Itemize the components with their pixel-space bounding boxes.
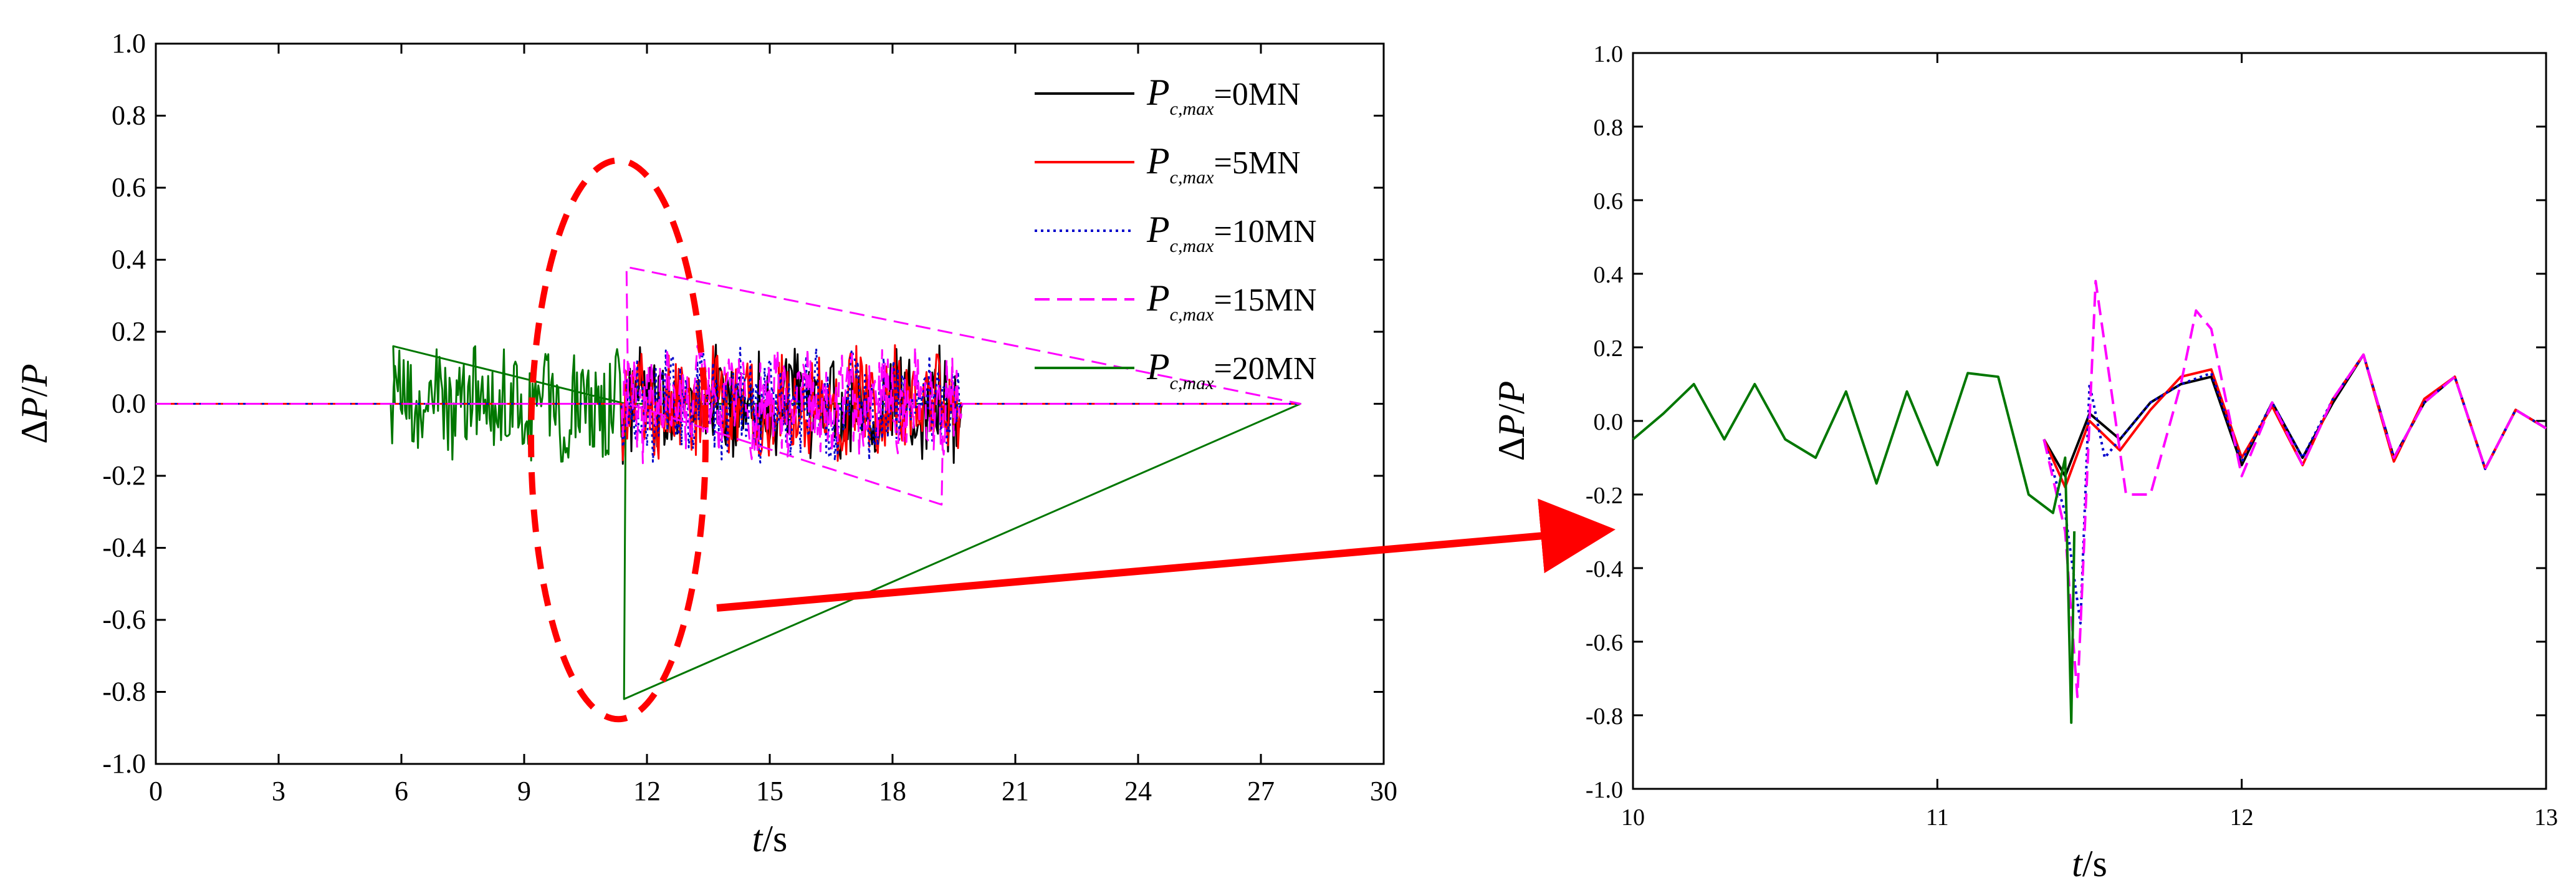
right-ytick-label: -0.4 [1586,556,1623,582]
left-ytick-label: 0.0 [112,389,146,419]
right-ytick-label: 0.0 [1594,409,1624,435]
left-ytick-label: 1.0 [112,28,146,59]
left-xtick-label: 30 [1370,776,1397,806]
right-x-axis-title: t/s [2072,843,2107,884]
right-ytick-label: 0.8 [1594,115,1624,141]
left-ytick-label: -0.8 [102,677,146,707]
legend-entry: Pc,max=20MN [1146,346,1317,393]
highlight-ellipse [528,157,709,723]
right-series-line [1632,372,2076,724]
right-ytick-label: 0.6 [1594,188,1624,215]
left-ytick-label: 0.4 [112,244,146,275]
left-xtick-label: 18 [879,776,906,806]
left-y-axis-title: ΔP/P [14,364,55,444]
right-series-line [2042,353,2547,478]
left-ytick-label: -0.6 [102,604,146,635]
right-xtick-label: 13 [2534,804,2558,831]
left-ytick-label: 0.8 [112,100,146,131]
left-plot: 1.0 0.8 0.6 0.4 0.2 0.0 -0.2 -0.4 -0.6 -0.8 -1.00 3… [14,28,1397,859]
right-ytick-label: -0.8 [1586,703,1623,730]
legend-entry: Pc,max=10MN [1146,209,1317,256]
left-series-line [156,347,1301,464]
left-xtick-label: 12 [633,776,661,806]
left-ytick-label: 0.6 [112,172,146,203]
right-ytick-label: 1.0 [1594,41,1624,67]
left-xtick-label: 15 [756,776,783,806]
left-series-line [156,345,1301,700]
right-ytick-label: -1.0 [1586,777,1623,803]
right-xtick-label: 10 [1621,804,1645,831]
left-series-line [156,266,1301,506]
right-plot: 1.0 0.8 0.6 0.4 0.2 0.0 -0.2 -0.4 -0.6 -0.8 -1.010… [1491,41,2558,884]
right-ytick-label: 0.4 [1594,262,1624,288]
left-ytick-label: -0.2 [102,460,146,491]
zoom-arrow [716,498,1616,612]
left-ytick-label: 0.2 [112,316,146,347]
right-ytick-label: -0.2 [1586,483,1623,509]
right-series-line [2042,353,2547,489]
left-xtick-label: 0 [149,776,163,806]
right-series-line [2042,353,2547,625]
right-xtick-label: 11 [1926,804,1949,831]
left-xtick-label: 6 [395,776,408,806]
left-ytick-label: -1.0 [102,748,146,779]
left-xtick-label: 21 [1002,776,1029,806]
left-ytick-label: -0.4 [102,533,146,563]
right-ytick-label: -0.6 [1586,630,1623,656]
left-xtick-label: 9 [517,776,531,806]
legend-entry: Pc,max=0MN [1146,72,1301,119]
left-x-axis-title: t/s [752,818,788,859]
right-ytick-label: 0.2 [1594,335,1624,362]
right-series-line [2042,279,2547,698]
annotations [528,157,1616,723]
right-y-axis-title: ΔP/P [1491,381,1532,461]
left-xtick-label: 24 [1124,776,1152,806]
right-xtick-label: 12 [2230,804,2254,831]
legend-entry: Pc,max=5MN [1146,140,1301,188]
left-xtick-label: 27 [1247,776,1275,806]
left-xtick-label: 3 [272,776,285,806]
legend-entry: Pc,max=15MN [1146,278,1317,325]
